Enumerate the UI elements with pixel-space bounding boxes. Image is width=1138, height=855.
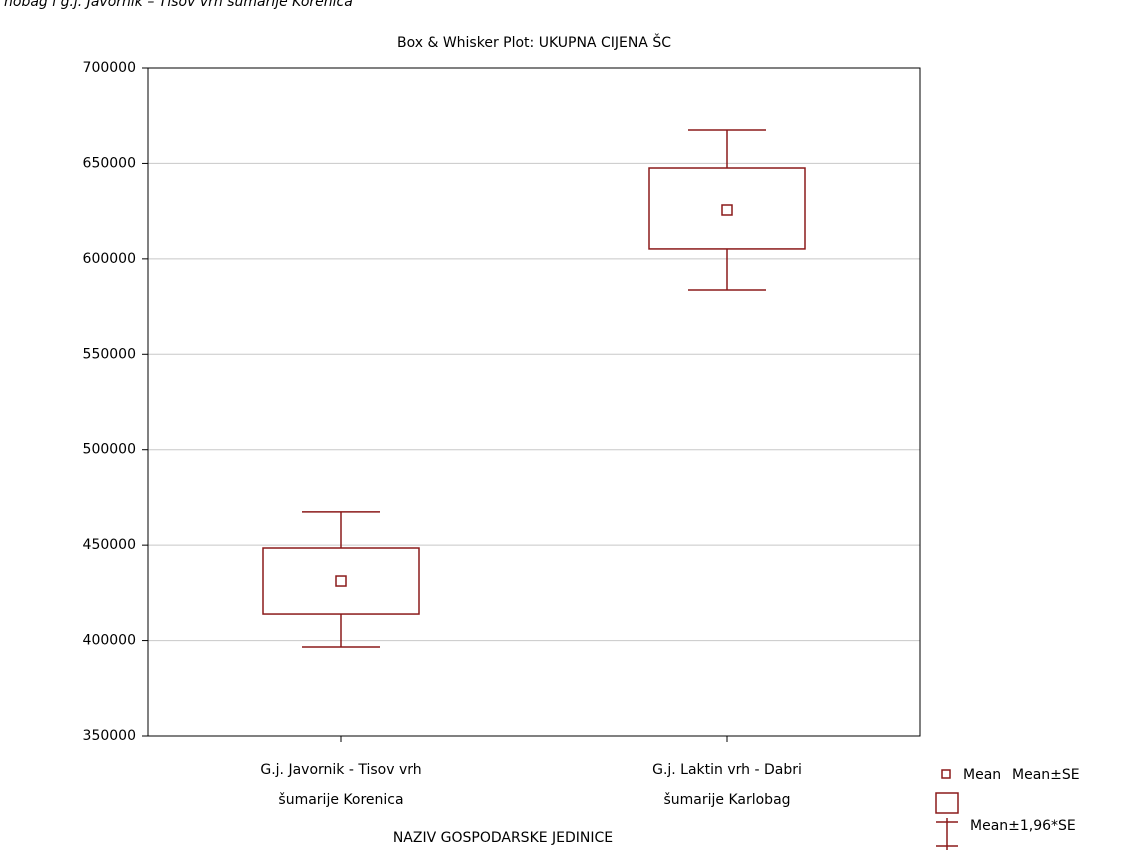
legend-mean-swatch: [941, 769, 951, 779]
box: [648, 167, 806, 250]
x-tick-label: G.j. Laktin vrh - Dabri: [652, 762, 802, 778]
y-tick-label: 400000: [83, 633, 136, 649]
mean-marker: [721, 204, 733, 216]
legend-label: Mean: [963, 767, 1001, 783]
y-tick-label: 350000: [83, 728, 136, 744]
x-tick-label: G.j. Javornik - Tisov vrh: [260, 762, 421, 778]
x-tick-label: šumarije Karlobag: [663, 792, 790, 808]
y-tick-label: 500000: [83, 442, 136, 458]
legend-box-swatch: [935, 792, 959, 814]
legend-label: Mean±SE: [1012, 767, 1080, 783]
plot-frame: [147, 67, 921, 737]
chart-title: Box & Whisker Plot: UKUPNA CIJENA ŠC: [397, 33, 671, 51]
y-tick-label: 450000: [83, 537, 136, 553]
x-axis-label: NAZIV GOSPODARSKE JEDINICE: [393, 830, 613, 846]
mean-marker: [335, 575, 347, 587]
y-tick-label: 700000: [83, 60, 136, 76]
x-tick-label: šumarije Korenica: [278, 792, 403, 808]
box: [262, 547, 420, 615]
legend-label: Mean±1,96*SE: [970, 818, 1076, 834]
caption: nobag i g.j. Javornik – Tisov vrh šumari…: [4, 0, 353, 10]
y-tick-label: 600000: [83, 251, 136, 267]
y-tick-label: 650000: [83, 155, 136, 171]
y-tick-label: 550000: [83, 346, 136, 362]
